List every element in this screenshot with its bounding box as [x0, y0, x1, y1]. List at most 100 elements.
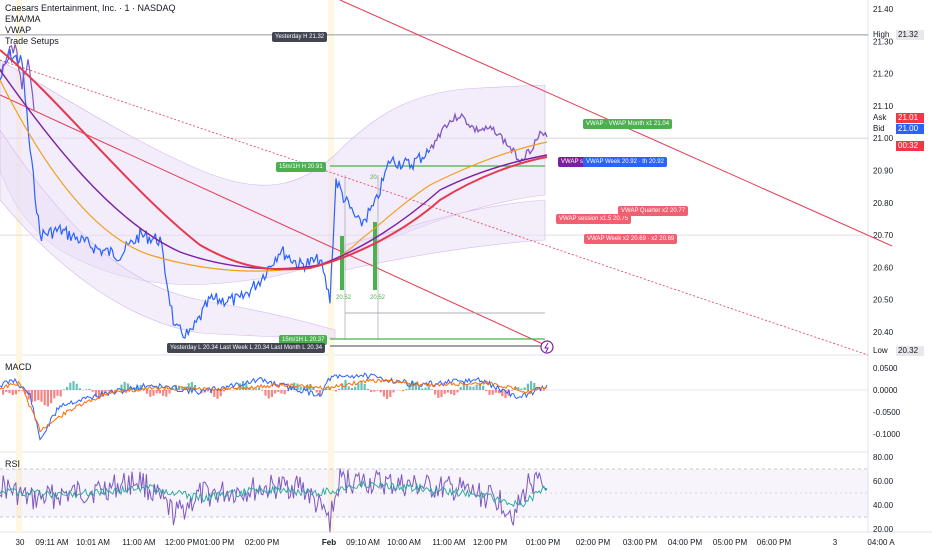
- price-tick-label: 20.80: [873, 199, 894, 208]
- macd-histogram-bar: [88, 388, 91, 390]
- macd-histogram-bar: [299, 386, 302, 390]
- macd-histogram-bar: [146, 390, 149, 394]
- bid-value: 21.00: [896, 124, 924, 134]
- low-label: Low: [873, 346, 888, 355]
- macd-histogram-bar: [283, 390, 286, 395]
- macd-histogram-bar: [162, 390, 165, 396]
- macd-histogram-bar: [386, 390, 389, 399]
- macd-histogram-bar: [14, 390, 17, 395]
- macd-histogram-bar: [136, 385, 139, 390]
- time-tick-label: 01:00 PM: [200, 538, 235, 547]
- indicator-ema-ma[interactable]: EMA/MA: [5, 14, 41, 24]
- vwap-week-tag: VWAP Week 20.92 · th 20.92: [583, 157, 667, 167]
- macd-histogram-bar: [85, 389, 88, 390]
- macd-histogram-bar: [30, 390, 33, 403]
- macd-histogram-bar: [94, 390, 97, 397]
- macd-histogram-bar: [222, 390, 225, 392]
- macd-histogram-bar: [270, 390, 273, 397]
- rsi-tick-label: 60.00: [873, 477, 894, 486]
- macd-histogram-bar: [219, 390, 222, 397]
- bar-label-3: 20.: [370, 175, 379, 181]
- macd-histogram-bar: [277, 390, 280, 393]
- rsi-pane-label[interactable]: RSI: [5, 459, 21, 469]
- macd-histogram-bar: [5, 390, 8, 392]
- macd-histogram-bar: [229, 389, 232, 390]
- time-tick-label: 30: [16, 538, 25, 547]
- lows-tag: Yesterday L 20.34 Last Week L 20.34 Last…: [167, 343, 326, 353]
- price-line: [0, 49, 431, 339]
- macd-histogram-bar: [533, 383, 536, 390]
- macd-histogram-bar: [501, 390, 504, 397]
- macd-histogram-bar: [66, 386, 69, 390]
- time-tick-label: 05:00 PM: [713, 538, 748, 547]
- macd-histogram-bar: [245, 383, 248, 390]
- macd-histogram-bar: [379, 390, 382, 393]
- indicator-trade-setups[interactable]: Trade Setups: [5, 36, 59, 46]
- macd-histogram-bar: [8, 390, 11, 394]
- price-tick-label: 21.40: [873, 5, 894, 14]
- macd-histogram-bar: [18, 390, 21, 392]
- macd-histogram-bar: [414, 382, 417, 390]
- alert-icon[interactable]: [544, 342, 549, 353]
- macd-histogram-bar: [376, 390, 379, 391]
- price-line-early: [0, 44, 35, 111]
- macd-histogram-bar: [280, 390, 283, 394]
- setup-bar: [373, 222, 377, 290]
- time-tick-label: 04:00 PM: [668, 538, 703, 547]
- time-tick-label: 11:00 AM: [432, 538, 466, 547]
- macd-histogram-bar: [347, 386, 350, 390]
- price-tick-label: 21.00: [873, 134, 894, 143]
- macd-histogram-bar: [469, 386, 472, 390]
- price-tick-label: 20.70: [873, 231, 894, 240]
- macd-histogram-bar: [40, 390, 43, 402]
- macd-histogram-bar: [46, 390, 49, 407]
- macd-tick-label: -0.0500: [873, 408, 901, 417]
- macd-histogram-bar: [34, 390, 37, 402]
- macd-histogram-bar: [462, 383, 465, 390]
- macd-histogram-bar: [389, 390, 392, 397]
- macd-histogram-bar: [430, 389, 433, 390]
- macd-histogram-bar: [350, 387, 353, 390]
- macd-histogram-bar: [155, 390, 158, 394]
- time-tick-label: 11:00 AM: [122, 538, 156, 547]
- macd-histogram-bar: [91, 390, 94, 392]
- high-label: High: [873, 30, 890, 39]
- alert-icon[interactable]: [540, 340, 554, 354]
- macd-histogram-bar: [366, 388, 369, 390]
- indicator-vwap[interactable]: VWAP: [5, 25, 32, 35]
- time-tick-label: Feb: [322, 538, 336, 547]
- macd-histogram-bar: [466, 383, 469, 390]
- macd-histogram-bar: [526, 383, 529, 390]
- vwap-quarter-tag: VWAP Quarter x2 20.77: [618, 206, 689, 216]
- macd-histogram-bar: [75, 383, 78, 390]
- macd-histogram-bar: [478, 383, 481, 390]
- macd-histogram-bar: [318, 390, 321, 396]
- session-start-highlight: [16, 0, 22, 532]
- macd-histogram-bar: [411, 381, 414, 390]
- macd-pane-label[interactable]: MACD: [5, 362, 32, 372]
- symbol-title[interactable]: Caesars Entertainment, Inc. · 1 · NASDAQ: [5, 3, 176, 13]
- time-tick-label: 09:11 AM: [35, 538, 69, 547]
- time-tick-label: 01:00 PM: [526, 538, 561, 547]
- macd-histogram-bar: [510, 390, 513, 391]
- macd-histogram-bar: [226, 388, 229, 390]
- macd-histogram-bar: [184, 386, 187, 390]
- macd-histogram-bar: [309, 383, 312, 390]
- macd-histogram-bar: [242, 381, 245, 390]
- macd-histogram-bar: [24, 390, 27, 395]
- macd-histogram-bar: [261, 390, 264, 391]
- macd-histogram-bar: [149, 390, 152, 397]
- macd-histogram-bar: [488, 390, 491, 395]
- bar-label-1: 20.52: [336, 295, 352, 301]
- macd-histogram-bar: [373, 390, 376, 392]
- macd-histogram-bar: [69, 382, 72, 390]
- time-tick-label: 02:00 PM: [245, 538, 280, 547]
- ema-slow-line: [0, 49, 548, 271]
- macd-histogram-bar: [165, 390, 168, 397]
- macd-histogram-bar: [370, 390, 373, 393]
- price-tick-label: 20.40: [873, 328, 894, 337]
- macd-histogram-bar: [434, 390, 437, 395]
- bar-label-2: 20.52: [370, 295, 386, 301]
- macd-histogram-bar: [62, 389, 65, 390]
